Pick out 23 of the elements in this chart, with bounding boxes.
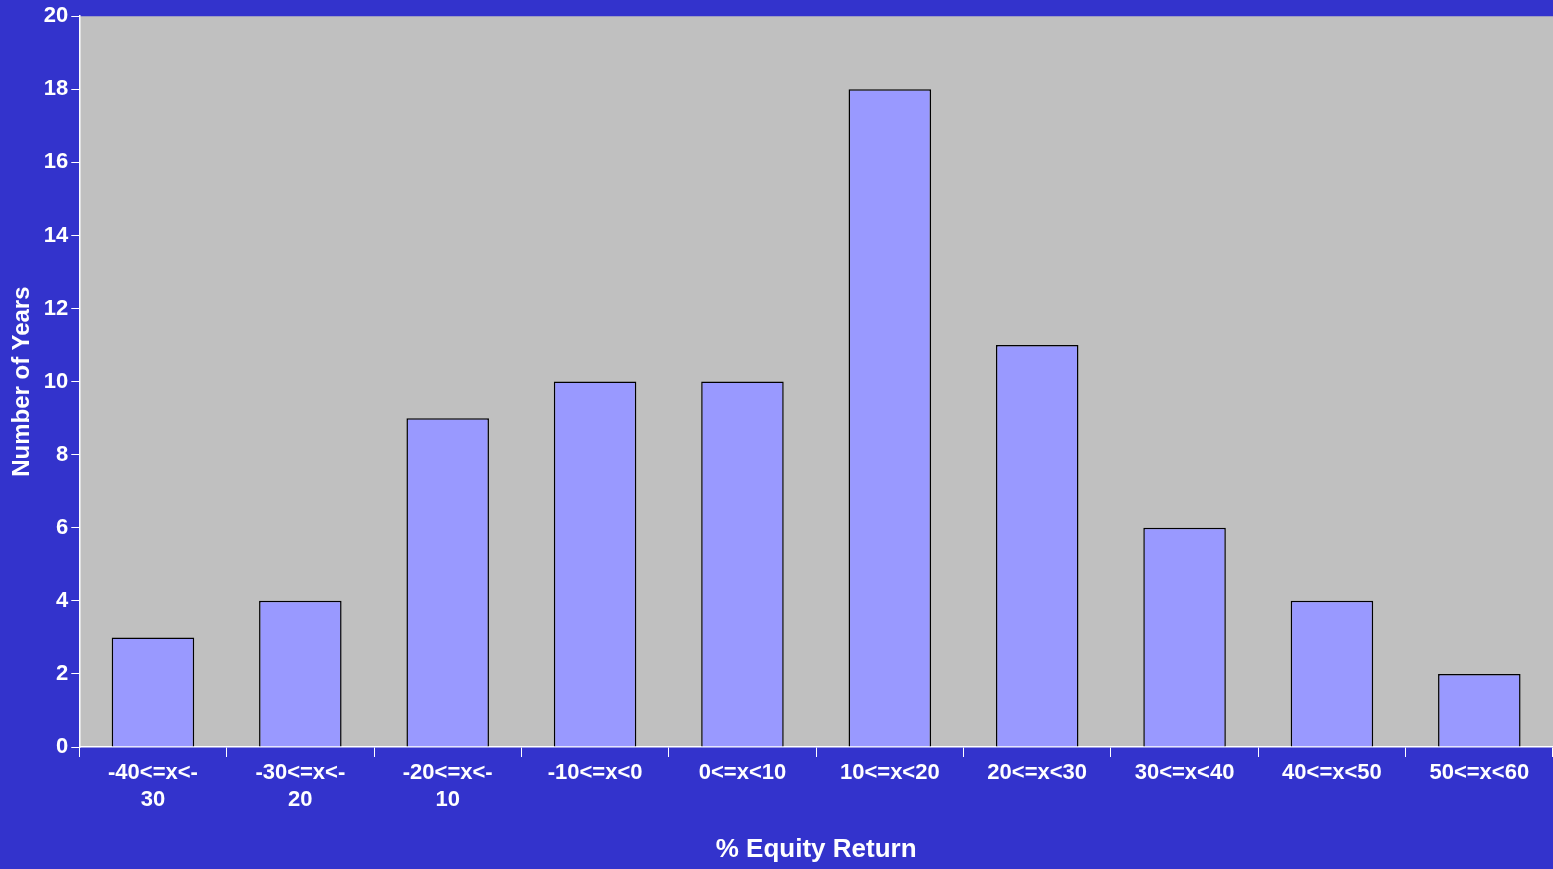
y-tick-label: 18 (43, 75, 69, 101)
x-tick-label: -10<=x<0 (547, 759, 643, 785)
y-tick-label: 14 (43, 221, 70, 247)
x-tick-label: 50<=x<60 (1429, 759, 1530, 785)
x-tick-label: 30<=x<40 (1134, 759, 1235, 785)
y-tick-label: 12 (43, 294, 69, 320)
x-axis-title: % Equity Return (715, 832, 917, 863)
y-tick-label: 2 (56, 659, 69, 685)
y-axis-title: Number of Years (7, 286, 35, 477)
y-tick-label: 8 (56, 440, 69, 466)
x-tick-label: -40<=x<-30 (108, 759, 198, 811)
y-tick-label: 20 (43, 2, 69, 28)
y-tick-label: 0 (56, 733, 69, 759)
y-tick-label: 10 (43, 367, 69, 393)
x-tick-label: 40<=x<50 (1282, 759, 1382, 785)
y-tick-label: 6 (56, 513, 69, 539)
x-tick-label: -30<=x<-20 (255, 759, 346, 811)
x-tick-label: 0<=x<10 (698, 759, 787, 785)
x-tick-label: -20<=x<-10 (402, 759, 493, 811)
x-tick-label: 10<=x<20 (839, 759, 940, 785)
x-tick-label: 20<=x<30 (987, 759, 1088, 785)
y-tick-label: 16 (43, 148, 69, 174)
y-tick-label: 4 (56, 586, 70, 612)
